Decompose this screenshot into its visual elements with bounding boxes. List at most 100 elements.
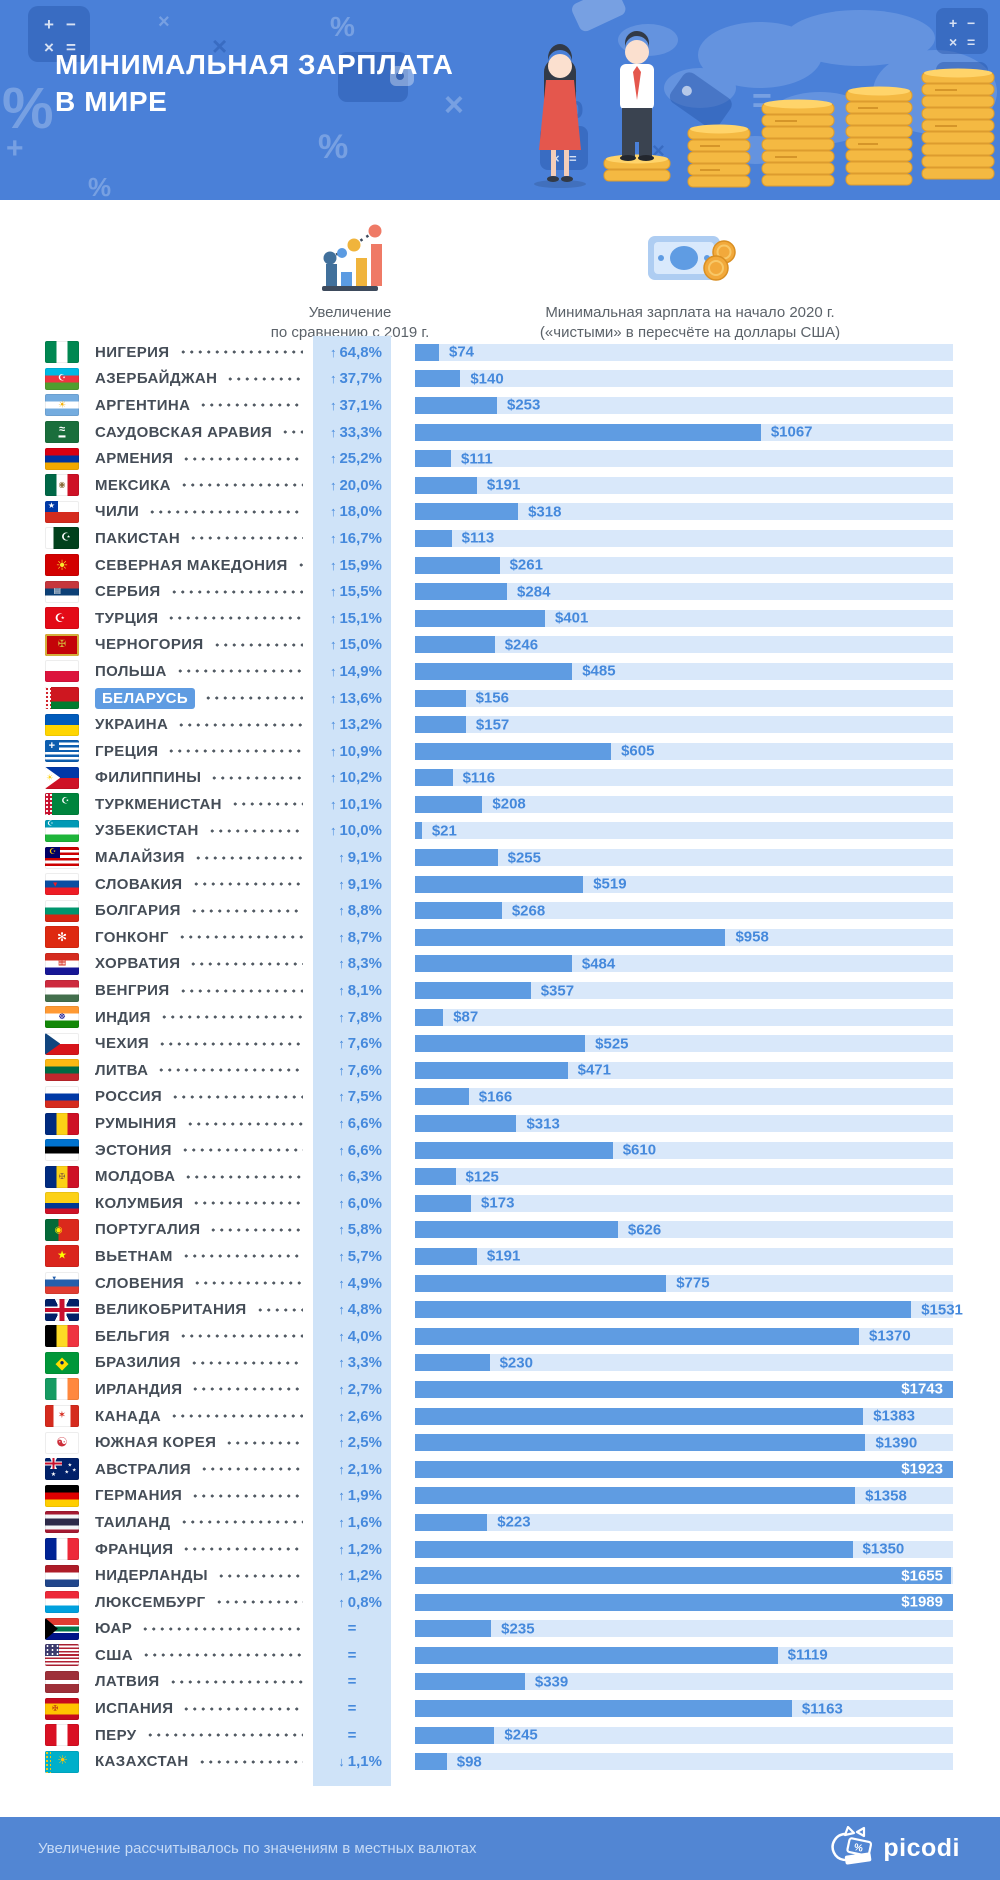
country-row: ★ ★ ★ ★ АВСТРАЛИЯ ↑ 2,1% $1923	[0, 1456, 1000, 1483]
flag-philippines-icon: ☀	[45, 766, 79, 789]
change-percent: ↑ 15,1%	[329, 609, 382, 627]
arrow-up-icon: ↑	[329, 717, 337, 733]
dot-leader	[167, 616, 303, 621]
change-percent: ↑ 15,9%	[329, 556, 382, 574]
page-title-line2: В МИРЕ	[55, 86, 168, 117]
country-row: ☀ КАЗАХСТАН ↓ 1,1% $98	[0, 1748, 1000, 1775]
price-tag-icon	[572, 0, 626, 32]
wage-bar	[415, 556, 500, 574]
wage-bar-track: $1163	[415, 1700, 953, 1718]
wage-value-label: $208	[492, 795, 526, 813]
country-name: ЭСТОНИЯ	[95, 1141, 172, 1159]
wage-value-label: $1119	[787, 1646, 828, 1664]
wage-bar	[415, 928, 726, 946]
wage-bar	[415, 1194, 472, 1212]
flag-croatia-icon: ▦	[45, 952, 79, 975]
arrow-up-icon: ↑	[338, 929, 345, 945]
country-row: ИРЛАНДИЯ ↑ 2,7% $1743	[0, 1376, 1000, 1403]
country-row: ФРАНЦИЯ ↑ 1,2% $1350	[0, 1536, 1000, 1563]
arrow-up-icon: ↑	[338, 1541, 345, 1557]
change-percent: ↑ 10,9%	[329, 742, 382, 760]
flag-south-korea-icon: ☯	[45, 1431, 79, 1454]
wage-bar-track: $253	[415, 396, 953, 414]
country-name: МАЛАЙЗИЯ	[95, 849, 185, 867]
flag-ukraine-icon	[45, 713, 79, 736]
flag-chile-icon: ★	[45, 500, 79, 523]
flag-argentina-icon: ☀	[45, 394, 79, 417]
wage-value-label: $1390	[875, 1434, 918, 1452]
country-row: ТАИЛАНД ↑ 1,6% $223	[0, 1509, 1000, 1536]
wage-value-label: $253	[506, 396, 541, 414]
country-row: ПЕРУ = $245	[0, 1722, 1000, 1749]
wage-value-label: $1358	[865, 1487, 907, 1505]
arrow-up-icon: ↑	[329, 823, 337, 839]
percent-icon: %	[330, 11, 355, 42]
svg-text:−: −	[66, 15, 76, 34]
change-percent: ↑ 7,8%	[338, 1008, 382, 1026]
arrow-up-icon: ↑	[338, 1461, 345, 1477]
wage-bar	[415, 795, 483, 813]
wage-value-label: $87	[453, 1008, 479, 1026]
country-name: СЕРБИЯ	[95, 583, 161, 601]
dot-leader	[141, 1626, 303, 1631]
wage-bar-track: $246	[415, 636, 953, 654]
dot-leader	[191, 1387, 303, 1392]
arrow-up-icon: ↑	[329, 584, 337, 600]
country-row: ★ ВЬЕТНАМ ↑ 5,7% $191	[0, 1243, 1000, 1270]
page-title-line1: МИНИМАЛЬНАЯ ЗАРПЛАТА	[55, 49, 454, 80]
wage-bar	[415, 583, 508, 601]
wage-bar-track: $156	[415, 689, 953, 707]
wage-value-label: $1163	[801, 1700, 843, 1718]
country-row: ★ ЧИЛИ ↑ 18,0% $318	[0, 499, 1000, 526]
dot-leader	[179, 483, 303, 488]
wage-bar	[415, 529, 452, 547]
wage-bar-track: $1390	[415, 1434, 953, 1452]
change-percent: ↑ 4,9%	[338, 1274, 382, 1292]
wage-bar-track: $484	[415, 955, 953, 973]
country-row: ЛАТВИЯ = $339	[0, 1669, 1000, 1696]
country-name: РОССИЯ	[95, 1088, 163, 1106]
change-percent: =	[347, 1646, 357, 1664]
svg-text:=: =	[967, 34, 975, 50]
arrow-up-icon: ↑	[338, 1328, 345, 1344]
wage-bar	[415, 1168, 456, 1186]
wage-bar-track: $111	[415, 450, 953, 468]
arrow-up-icon: ↑	[329, 451, 337, 467]
arrow-up-icon: ↑	[338, 1568, 345, 1584]
change-percent: ↑ 33,3%	[329, 423, 382, 441]
change-percent: ↑ 5,7%	[338, 1247, 382, 1265]
wage-bar	[415, 1088, 469, 1106]
change-percent: ↑ 14,9%	[329, 662, 382, 680]
flag-bulgaria-icon	[45, 899, 79, 922]
flag-lithuania-icon	[45, 1059, 79, 1082]
country-row: КОЛУМБИЯ ↑ 6,0% $173	[0, 1190, 1000, 1217]
dot-leader	[178, 1334, 303, 1339]
country-name: МЕКСИКА	[95, 476, 171, 494]
wage-bar-track: $401	[415, 609, 953, 627]
dot-leader	[169, 589, 303, 594]
wage-value-label: $74	[448, 343, 475, 361]
country-row: ✻ ГОНКОНГ ↑ 8,7% $958	[0, 924, 1000, 951]
dot-leader	[191, 1493, 303, 1498]
arrow-up-icon: ↑	[338, 1248, 345, 1264]
wage-value-label: $230	[499, 1354, 533, 1372]
country-name: НИДЕРЛАНДЫ	[95, 1567, 208, 1585]
country-name: ТУРЦИЯ	[95, 609, 159, 627]
flag-kazakhstan-icon: ☀	[45, 1750, 79, 1773]
country-name: АЗЕРБАЙДЖАН	[95, 370, 218, 388]
country-name: ИНДИЯ	[95, 1008, 151, 1026]
flag-australia-icon: ★ ★ ★ ★	[45, 1458, 79, 1481]
arrow-up-icon: ↑	[329, 557, 337, 573]
wage-value-label: $1350	[862, 1540, 905, 1558]
flag-turkey-icon: ☪	[45, 607, 79, 630]
wage-bar-track: $21	[415, 822, 953, 840]
country-row: ЧЕХИЯ ↑ 7,6% $525	[0, 1030, 1000, 1057]
flag-armenia-icon	[45, 447, 79, 470]
dot-leader	[145, 1733, 303, 1738]
arrow-down-icon: ↓	[338, 1754, 345, 1770]
country-name: ЛИТВА	[95, 1061, 149, 1079]
dot-leader	[226, 376, 303, 381]
flag-nigeria-icon	[45, 341, 79, 364]
header-illustration: + − × = + − × = + − × = × =	[2, 0, 997, 200]
country-name: ПАКИСТАН	[95, 529, 181, 547]
